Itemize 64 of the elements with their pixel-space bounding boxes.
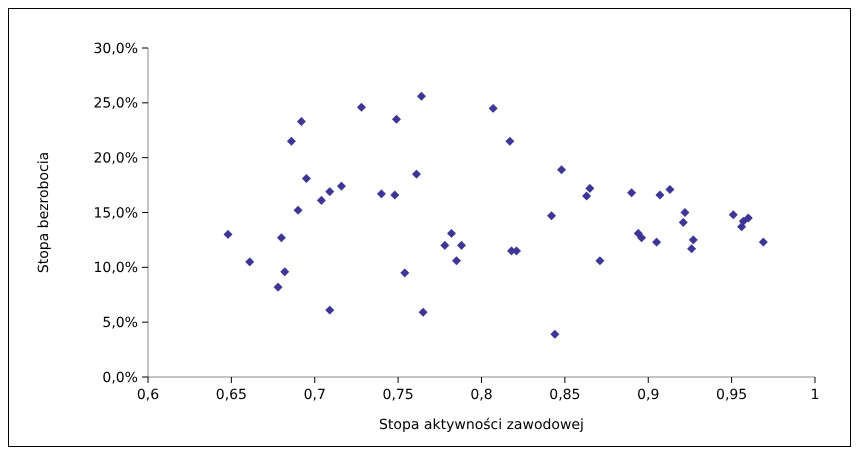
point: [627, 188, 636, 198]
point: [274, 282, 283, 292]
point: [316, 196, 326, 205]
point: [418, 308, 428, 317]
point: [390, 190, 400, 200]
point: [296, 116, 306, 126]
y-tick-label: 20,0%: [94, 150, 138, 167]
point: [550, 330, 560, 339]
point: [687, 244, 696, 254]
point: [744, 213, 753, 222]
point: [376, 189, 386, 198]
y-tick-label: 25,0%: [94, 96, 138, 112]
point: [680, 208, 690, 217]
point: [325, 187, 334, 196]
point: [400, 268, 410, 278]
x-axis-title: Stopa aktywności zawodowej: [379, 417, 584, 433]
x-tick-label: 0,85: [549, 387, 580, 403]
y-tick-label: 10,0%: [94, 260, 138, 276]
point: [280, 267, 290, 276]
x-tick-label: 0,75: [382, 387, 414, 403]
point: [452, 256, 461, 266]
y-tick-label: 0,0%: [102, 370, 138, 386]
point: [356, 102, 366, 112]
point: [505, 136, 514, 146]
point: [737, 222, 746, 232]
point: [758, 238, 768, 247]
point: [412, 170, 421, 179]
point: [446, 228, 456, 238]
point: [416, 92, 426, 101]
point: [652, 238, 662, 247]
y-tick-label: 5,0%: [102, 315, 138, 332]
x-tick-label: 0,7: [304, 387, 326, 403]
point: [440, 240, 450, 250]
point: [547, 211, 556, 220]
point: [302, 174, 311, 184]
x-tick-label: 0,95: [716, 387, 748, 403]
point: [488, 104, 498, 113]
point: [678, 218, 688, 227]
point: [286, 136, 296, 146]
point: [456, 240, 466, 250]
point: [224, 230, 233, 239]
point: [728, 210, 738, 220]
point: [688, 235, 698, 244]
point: [582, 192, 592, 201]
x-tick-label: 0,9: [637, 387, 660, 403]
y-tick-label: 30,0%: [94, 40, 138, 57]
point: [294, 206, 303, 215]
point: [585, 184, 594, 193]
x-tick-label: 0,8: [470, 387, 493, 403]
x-tick-label: 1: [810, 387, 820, 403]
point: [336, 182, 346, 191]
y-tick-label: 15,0%: [94, 205, 138, 222]
point: [595, 256, 604, 266]
point: [276, 233, 286, 242]
y-axis-title: Stopa bezrobocia: [36, 152, 52, 274]
point: [655, 190, 664, 200]
point: [392, 114, 401, 124]
point: [557, 165, 566, 174]
x-tick-label: 0,65: [216, 387, 247, 403]
x-tick-label: 0,6: [136, 387, 160, 403]
point: [665, 184, 674, 194]
point: [637, 233, 646, 242]
point: [245, 257, 254, 266]
point: [325, 306, 334, 315]
